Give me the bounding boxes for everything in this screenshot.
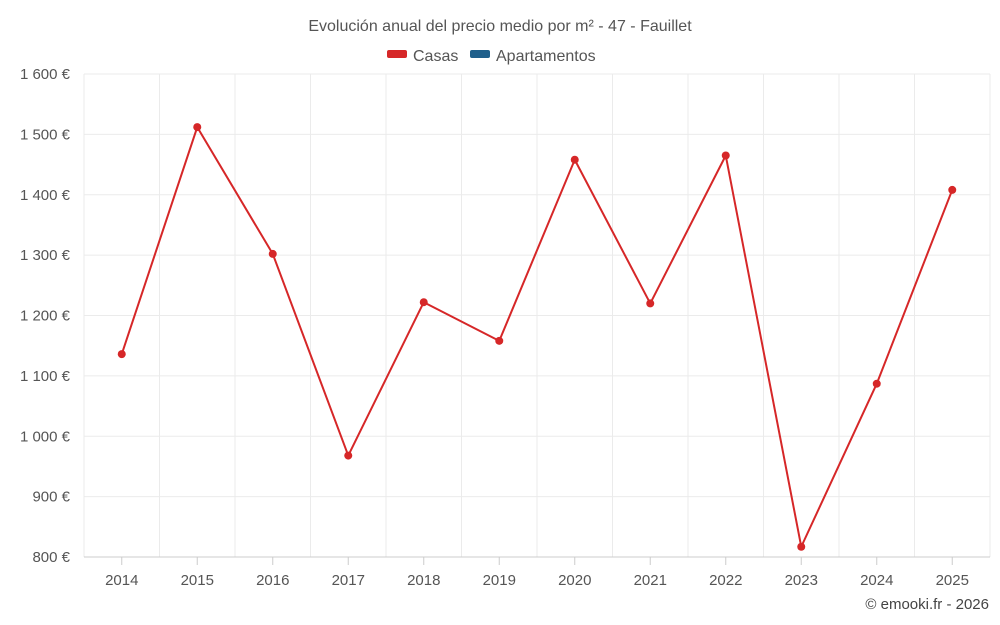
data-point-casas-2018[interactable]	[419, 298, 428, 307]
y-tick-label: 1 300 €	[20, 247, 71, 264]
x-tick-label: 2025	[936, 572, 969, 589]
x-tick-label: 2021	[634, 572, 667, 589]
x-tick-label: 2024	[860, 572, 893, 589]
legend-label-apartamentos: Apartamentos	[496, 48, 596, 65]
y-tick-label: 1 000 €	[20, 428, 71, 445]
y-tick-label: 1 200 €	[20, 308, 71, 325]
y-tick-label: 900 €	[32, 489, 70, 506]
y-tick-label: 1 100 €	[20, 368, 71, 385]
x-tick-label: 2016	[256, 572, 289, 589]
x-tick-label: 2019	[483, 572, 516, 589]
y-tick-label: 1 500 €	[20, 126, 71, 143]
legend-item-apartamentos[interactable]: Apartamentos	[470, 48, 596, 65]
x-tick-label: 2017	[332, 572, 365, 589]
data-point-casas-2020[interactable]	[570, 155, 579, 164]
chart-title: Evolución anual del precio medio por m² …	[308, 18, 692, 35]
y-tick-label: 1 600 €	[20, 66, 71, 83]
data-point-casas-2019[interactable]	[495, 336, 504, 345]
series-line-casas	[120, 126, 954, 548]
series-casas	[117, 123, 957, 551]
x-tick-label: 2014	[105, 572, 138, 589]
credit-text: © emooki.fr - 2026	[865, 596, 989, 613]
data-point-casas-2017[interactable]	[344, 451, 353, 460]
legend-swatch-casas	[387, 50, 407, 58]
x-tick-label: 2022	[709, 572, 742, 589]
x-axis-labels: 2014 2015 2016 2017 2018 2019 2020 2021 2022 2023…	[105, 557, 969, 589]
y-tick-label: 1 400 €	[20, 187, 71, 204]
x-tick-label: 2020	[558, 572, 591, 589]
data-point-casas-2015[interactable]	[193, 123, 202, 132]
y-tick-label: 800 €	[32, 549, 70, 566]
legend-swatch-apartamentos	[470, 50, 490, 58]
x-tick-label: 2015	[181, 572, 214, 589]
legend-label-casas: Casas	[413, 48, 458, 65]
legend: Casas Apartamentos	[387, 48, 596, 65]
x-tick-label: 2023	[785, 572, 818, 589]
legend-item-casas[interactable]: Casas	[387, 48, 458, 65]
data-point-casas-2023[interactable]	[797, 542, 806, 551]
x-tick-label: 2018	[407, 572, 440, 589]
data-point-casas-2016[interactable]	[268, 249, 277, 258]
data-point-casas-2025[interactable]	[948, 185, 957, 194]
data-point-casas-2021[interactable]	[646, 299, 655, 308]
data-point-casas-2022[interactable]	[721, 151, 730, 160]
data-point-casas-2014[interactable]	[117, 350, 126, 359]
y-axis-labels: 800 € 900 € 1 000 € 1 100 € 1 200 € 1 300 € 1 …	[20, 66, 71, 566]
x-gridlines	[83, 74, 991, 557]
data-point-casas-2024[interactable]	[872, 379, 881, 388]
